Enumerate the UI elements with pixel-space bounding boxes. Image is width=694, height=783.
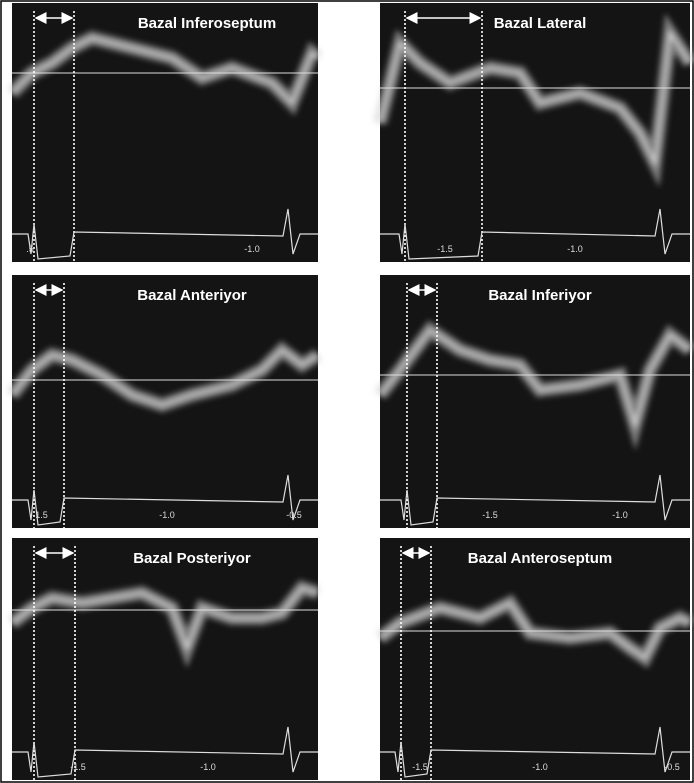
doppler-panel: Bazal Anteriyor -1.5 -1.0 -0.5	[6, 275, 322, 528]
panel-background	[12, 538, 318, 780]
panel-title: Bazal Inferoseptum	[138, 15, 276, 32]
ecg-trace	[12, 208, 318, 260]
scale-label: -1.0	[159, 510, 175, 520]
panel-title: Bazal Lateral	[494, 15, 587, 32]
scale-label: -0.5	[286, 510, 302, 520]
doppler-panel: Bazal Anteroseptum -1.5 -1.0 -0.5	[375, 538, 694, 780]
ecg-trace	[380, 208, 690, 260]
scale-label: -1.0	[532, 762, 548, 772]
scale-label: -1.5	[70, 762, 86, 772]
panel-title: Bazal Anteriyor	[137, 287, 247, 304]
ecg-trace	[380, 474, 690, 526]
scale-label: -1.0	[612, 510, 628, 520]
ecg-trace	[380, 726, 690, 778]
scale-label: -1.5	[437, 244, 453, 254]
ecg-trace	[12, 726, 318, 778]
velocity-trace	[379, 601, 691, 661]
scale-label: -1.5	[32, 510, 48, 520]
panel-title: Bazal Anteroseptum	[468, 550, 612, 567]
scale-label: -1.5	[482, 510, 498, 520]
scale-label: -0.5	[664, 762, 680, 772]
velocity-trace	[378, 28, 692, 169]
velocity-trace	[378, 327, 691, 431]
velocity-trace	[11, 586, 319, 653]
doppler-panel: Bazal Inferiyor -1.5 -1.0	[374, 275, 694, 528]
scale-label: .5	[26, 244, 34, 254]
panel-title: Bazal Posteriyor	[133, 550, 251, 567]
doppler-panel: Bazal Lateral -1.5 -1.0	[373, 3, 694, 262]
velocity-trace	[10, 348, 319, 407]
scale-label: -1.0	[200, 762, 216, 772]
doppler-panel: Bazal Posteriyor -1.5 -1.0	[7, 538, 321, 780]
scale-label: -1.5	[412, 762, 428, 772]
panel-title: Bazal Inferiyor	[488, 287, 592, 304]
doppler-panel: Bazal Inferoseptum .5 -1.0	[7, 3, 323, 262]
velocity-trace	[10, 36, 319, 106]
panel-background	[12, 3, 318, 262]
scale-label: -1.0	[244, 244, 260, 254]
scale-label: -1.0	[567, 244, 583, 254]
ecg-trace	[12, 474, 318, 526]
